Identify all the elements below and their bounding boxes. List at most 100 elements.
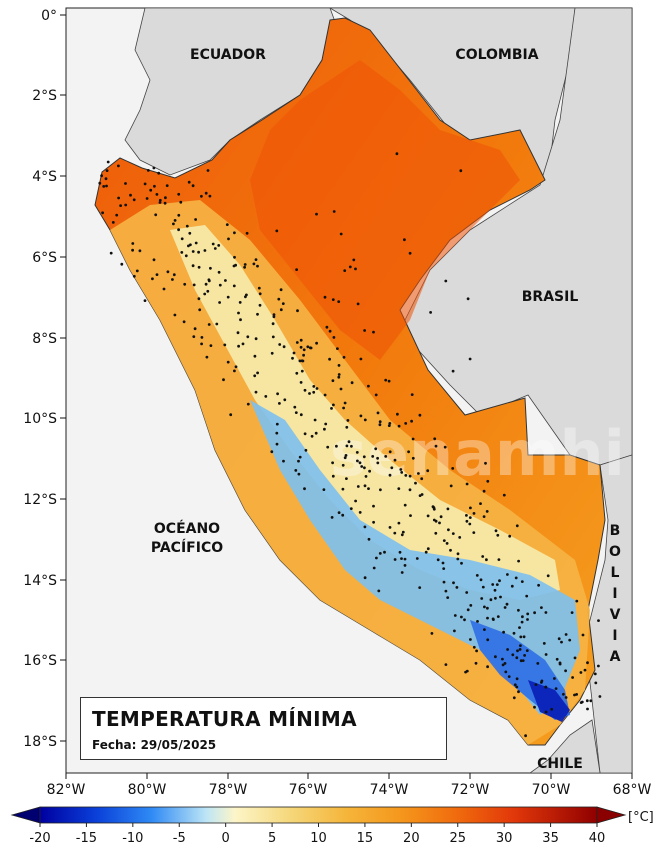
station-marker [479, 502, 482, 505]
station-marker [200, 194, 203, 198]
station-marker [208, 194, 212, 198]
colorbar-tick-label: 10 [310, 831, 327, 846]
station-marker [403, 564, 407, 567]
station-marker [502, 630, 505, 634]
station-marker [332, 210, 336, 213]
station-marker [197, 297, 201, 301]
station-marker [180, 237, 184, 241]
station-marker [291, 356, 294, 360]
station-marker [256, 264, 259, 268]
colorbar-arrow-right [596, 806, 627, 824]
station-marker [153, 184, 156, 188]
station-marker [554, 687, 558, 690]
station-marker [187, 180, 191, 184]
station-marker [117, 196, 120, 200]
station-marker [568, 638, 572, 642]
station-marker [465, 514, 468, 517]
station-marker [372, 566, 376, 570]
station-marker [518, 626, 521, 629]
station-marker [185, 224, 189, 228]
station-marker [375, 556, 378, 560]
station-marker [282, 345, 286, 349]
station-marker [173, 313, 177, 317]
watermark: senamhi [330, 417, 625, 490]
station-marker [310, 434, 314, 438]
station-marker [341, 463, 345, 467]
station-marker [302, 353, 305, 357]
station-marker [143, 182, 147, 186]
station-marker [368, 469, 371, 473]
station-marker [434, 519, 438, 523]
station-marker [506, 648, 509, 651]
station-marker [350, 444, 353, 448]
station-marker [299, 338, 303, 342]
station-marker [111, 221, 115, 224]
station-marker [245, 293, 248, 297]
station-marker [226, 360, 230, 364]
station-marker [480, 597, 484, 600]
station-marker [237, 344, 241, 348]
station-marker [466, 297, 470, 301]
station-marker [482, 515, 486, 518]
station-marker [451, 532, 455, 535]
station-marker [246, 402, 250, 406]
station-marker [589, 699, 593, 703]
station-marker [218, 301, 222, 304]
station-marker [225, 223, 229, 227]
colorbar-tick-label: 5 [268, 831, 276, 846]
station-marker [367, 537, 371, 541]
station-marker [573, 693, 576, 697]
station-marker [409, 514, 412, 517]
station-marker [497, 558, 501, 561]
station-marker [152, 166, 156, 170]
station-marker [200, 342, 204, 346]
station-marker [331, 379, 335, 383]
station-marker [349, 507, 353, 510]
station-marker [312, 390, 316, 394]
lat-tick-label: 12°S [23, 492, 57, 508]
station-marker [407, 450, 410, 454]
station-marker [303, 432, 307, 436]
station-marker [399, 468, 403, 471]
station-marker [400, 533, 404, 537]
station-marker [177, 192, 181, 196]
station-marker [564, 669, 567, 673]
station-marker [374, 393, 378, 397]
station-marker [117, 164, 120, 168]
station-marker [479, 578, 483, 582]
station-marker [415, 557, 419, 560]
label-chile: CHILE [537, 756, 583, 772]
station-marker [517, 690, 520, 694]
station-marker [358, 461, 362, 465]
station-marker [295, 371, 299, 375]
station-marker [555, 657, 559, 661]
station-marker [282, 459, 285, 463]
station-marker [303, 388, 307, 392]
station-marker [410, 419, 413, 423]
station-marker [355, 451, 359, 454]
station-marker [484, 461, 487, 465]
station-marker [207, 279, 211, 283]
station-marker [204, 282, 208, 286]
station-marker [100, 174, 103, 178]
station-marker [182, 320, 186, 324]
station-marker [104, 177, 108, 181]
station-marker [403, 503, 407, 507]
station-marker [516, 649, 519, 653]
station-marker [151, 277, 154, 281]
station-marker [197, 265, 201, 269]
station-marker [209, 344, 213, 347]
station-marker [377, 589, 381, 593]
title-box: TEMPERATURA MÍNIMA Fecha: 29/05/2025 [80, 697, 447, 760]
station-marker [354, 499, 357, 503]
station-marker [356, 302, 360, 306]
station-marker [564, 696, 568, 699]
station-marker [453, 614, 457, 617]
station-marker [395, 152, 399, 156]
station-marker [390, 466, 394, 470]
station-marker [299, 413, 303, 417]
lon-tick-label: 80°W [128, 782, 167, 798]
station-marker [460, 561, 463, 565]
station-marker [363, 525, 367, 529]
station-marker [506, 573, 509, 576]
